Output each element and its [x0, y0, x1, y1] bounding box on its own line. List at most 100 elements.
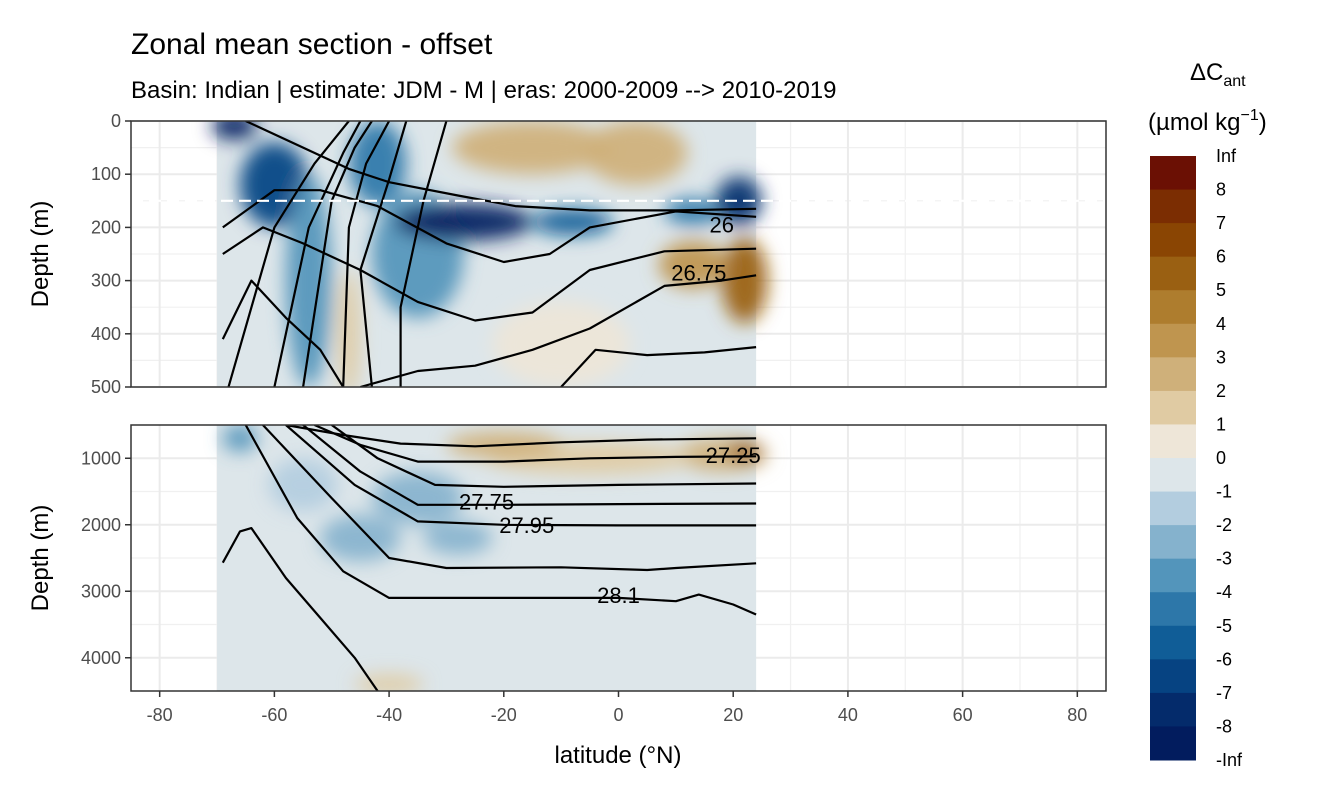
x-tick-label: 80 — [1067, 705, 1087, 725]
heatmap-cell — [452, 121, 613, 175]
colorbar-label: 2 — [1216, 381, 1226, 401]
heatmap-cell — [658, 240, 728, 289]
colorbar-swatch — [1150, 156, 1196, 191]
heatmap-cell — [371, 471, 464, 525]
y-tick-label: 300 — [91, 271, 121, 291]
y-tick-label: 3000 — [81, 581, 121, 601]
y-tick-label: 2000 — [81, 515, 121, 535]
x-tick-label: 20 — [723, 705, 743, 725]
isopycnal-line — [302, 121, 373, 387]
isopycnal-line — [227, 121, 350, 387]
x-tick-label: -40 — [376, 705, 402, 725]
heatmap-cell — [354, 674, 424, 691]
isopycnal-line — [285, 425, 757, 448]
upper-panel: 26 26.75 0 100 200 300 400 500 — [91, 111, 1107, 397]
colorbar-label: 1 — [1216, 414, 1226, 434]
isopycnal-line — [221, 279, 345, 387]
x-tick-label: 60 — [953, 705, 973, 725]
isopycnal-line — [245, 121, 757, 212]
y-tick-label: 0 — [111, 111, 121, 131]
heatmap-cell — [584, 121, 688, 185]
colorbar-legend: ΔCant (µmol kg−1) Inf 8 7 6 5 4 3 2 1 0 -1 -2 -3 -4 -5… — [1148, 59, 1267, 770]
colorbar-swatch — [1150, 189, 1196, 224]
colorbar-swatch — [1150, 558, 1196, 593]
legend-units: (µmol kg−1) — [1148, 107, 1267, 136]
isopycnal-line — [221, 527, 379, 691]
colorbar-swatch — [1150, 256, 1196, 291]
colorbar-label: 5 — [1216, 280, 1226, 300]
colorbar-swatch — [1150, 525, 1196, 560]
heatmap-cell — [239, 142, 309, 228]
y-axis-title-upper: Depth (m) — [27, 201, 54, 308]
y-tick-label: 4000 — [81, 648, 121, 668]
colorbar-label: -5 — [1216, 616, 1232, 636]
colorbar-swatch — [1150, 424, 1196, 459]
colorbar-swatch — [1150, 323, 1196, 358]
isopycnal-line — [399, 121, 448, 387]
x-axis-title: latitude (°N) — [555, 742, 682, 769]
contour-label: 27.95 — [499, 513, 554, 538]
x-tick-label: -20 — [491, 705, 517, 725]
isopycnal-line — [342, 121, 391, 387]
heatmap-cell — [721, 238, 768, 324]
colorbar-label: 0 — [1216, 448, 1226, 468]
colorbar-swatch — [1150, 625, 1196, 660]
heatmap-cell — [320, 514, 401, 562]
heatmap-cell — [348, 121, 407, 207]
isopycnal-line — [222, 226, 757, 322]
colorbar-label: 6 — [1216, 247, 1226, 267]
heatmap-cell — [394, 203, 533, 241]
chart-subtitle: Basin: Indian | estimate: JDM - M | eras… — [131, 77, 837, 104]
isopycnal-line — [244, 425, 757, 616]
contour-label: 26.75 — [671, 261, 726, 286]
y-tick-label: 500 — [91, 377, 121, 397]
colorbar-label: 4 — [1216, 314, 1226, 334]
chart-title: Zonal mean section - offset — [131, 28, 493, 61]
heatmap-cell — [492, 301, 630, 387]
y-tick-label: 400 — [91, 324, 121, 344]
colorbar-label: -Inf — [1216, 750, 1243, 770]
isopycnal-line — [273, 121, 362, 387]
colorbar-label: 3 — [1216, 347, 1226, 367]
isopycnal-line — [262, 425, 757, 572]
x-tick-label: -60 — [261, 705, 287, 725]
isopycnal-line — [360, 274, 757, 387]
heatmap-cell — [664, 198, 722, 225]
isopycnal-line — [560, 346, 757, 387]
heatmap-cell — [211, 121, 258, 140]
colorbar: Inf 8 7 6 5 4 3 2 1 0 -1 -2 -3 -4 -5 -6 -7 -8 -Inf — [1150, 146, 1243, 770]
colorbar-label: 7 — [1216, 213, 1226, 233]
legend-title-main: ΔC — [1190, 59, 1223, 86]
isopycnal-line — [302, 425, 757, 506]
colorbar-swatch — [1150, 458, 1196, 493]
heatmap-cell — [532, 208, 613, 236]
colorbar-swatch — [1150, 223, 1196, 258]
heatmap-cell — [337, 269, 361, 387]
colorbar-swatch — [1150, 390, 1196, 425]
colorbar-label: -8 — [1216, 716, 1232, 736]
colorbar-swatch — [1150, 357, 1196, 392]
upper-heatmap — [211, 121, 768, 387]
heatmap-cell — [423, 521, 493, 555]
isopycnal-line — [359, 121, 408, 387]
contour-label: 28.1 — [597, 583, 640, 608]
colorbar-label: -2 — [1216, 515, 1232, 535]
colorbar-swatch — [1150, 659, 1196, 694]
colorbar-label: Inf — [1216, 146, 1237, 166]
y-axis-title-lower: Depth (m) — [27, 505, 54, 612]
y-tick-label: 1000 — [81, 448, 121, 468]
colorbar-label: -3 — [1216, 549, 1232, 569]
legend-units-main: (µmol kg — [1148, 109, 1241, 136]
x-tick-label: -80 — [147, 705, 173, 725]
heatmap-blobs — [211, 121, 768, 387]
colorbar-label: -6 — [1216, 649, 1232, 669]
isopycnal-line — [285, 425, 757, 527]
heatmap-cell — [716, 176, 762, 225]
y-tick-label: 200 — [91, 217, 121, 237]
upper-panel-border — [130, 120, 1107, 388]
contour-label: 27.25 — [706, 443, 761, 468]
colorbar-label: -1 — [1216, 482, 1232, 502]
colorbar-label: -4 — [1216, 582, 1232, 602]
